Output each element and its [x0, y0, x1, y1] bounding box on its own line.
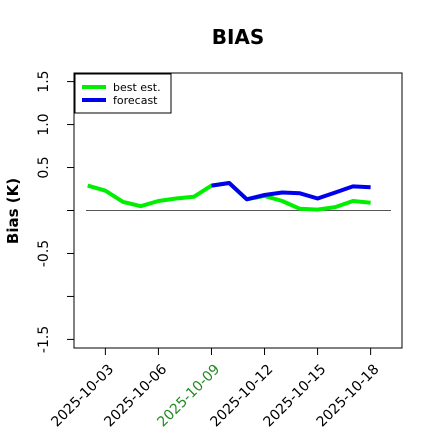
y-tick-label-4: 0.5	[36, 156, 52, 178]
legend: best est. forecast	[74, 73, 172, 114]
series-layer	[87, 181, 371, 212]
legend-label-best-est: best est.	[113, 81, 161, 94]
y-tick-label-2: -0.5	[36, 240, 52, 267]
y-axis: -1.5 -0.5 0.5 1.0 1.5	[36, 70, 74, 353]
y-tick-label-5: 1.0	[36, 113, 52, 135]
legend-label-forecast: forecast	[113, 94, 158, 107]
series-line-forecast	[211, 181, 371, 202]
x-axis: 2025-10-032025-10-062025-10-092025-10-12…	[48, 348, 382, 430]
chart-title: BIAS	[212, 25, 265, 49]
y-axis-label: Bias (K)	[4, 178, 22, 244]
legend-box	[74, 73, 172, 114]
y-tick-label-6: 1.5	[36, 70, 52, 92]
y-tick-label-0: -1.5	[36, 326, 52, 353]
